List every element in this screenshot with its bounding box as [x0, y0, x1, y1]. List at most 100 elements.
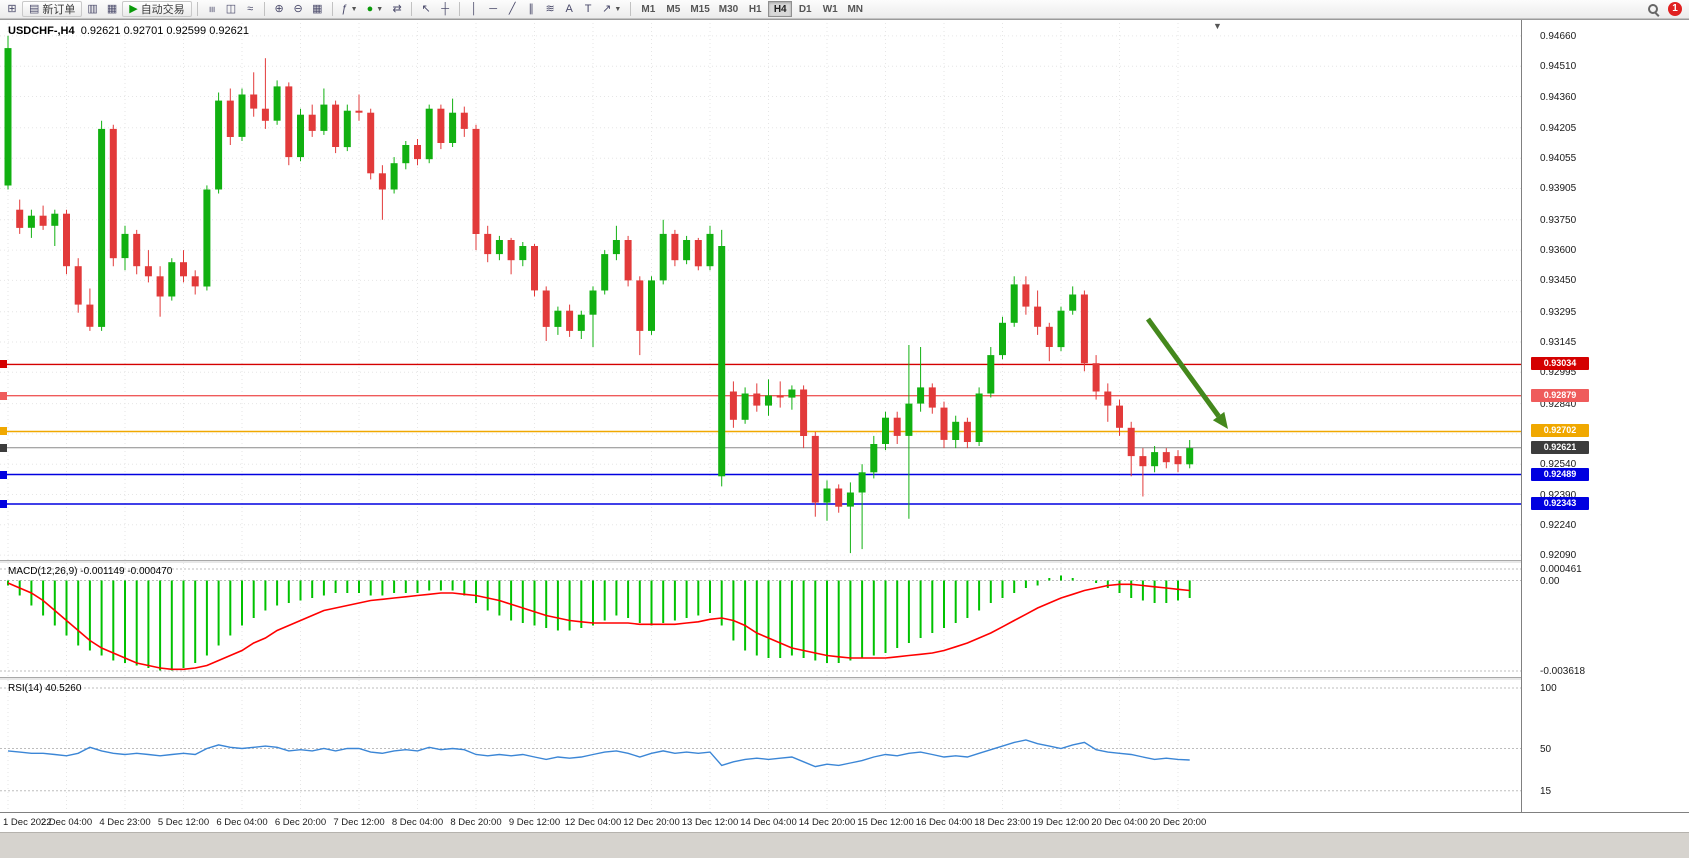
indicators-button[interactable]: ƒ ▼ — [338, 1, 362, 17]
zoom-in-button[interactable]: ⊕ — [270, 1, 288, 17]
zoom-out-icon: ⊖ — [293, 2, 303, 15]
timeframe-h1-button[interactable]: H1 — [743, 1, 767, 17]
price-axis-label: 0.94055 — [1540, 153, 1577, 165]
chart-title: USDCHF-,H4 0.92621 0.92701 0.92599 0.926… — [8, 25, 249, 37]
zoom-out-button[interactable]: ⊖ — [289, 1, 307, 17]
fibonacci-icon: ≋ — [545, 2, 555, 15]
chart-window[interactable]: USDCHF-,H4 0.92621 0.92701 0.92599 0.926… — [0, 19, 1689, 858]
chart-shift-marker[interactable]: ▼ — [1213, 21, 1222, 31]
notification-badge[interactable]: 1 — [1668, 2, 1682, 16]
rsi-name: RSI(14) — [8, 683, 43, 694]
timeframe-m30-button[interactable]: M30 — [715, 1, 742, 17]
price-axis-label: 0.93750 — [1540, 214, 1577, 226]
price-axis-label: 0.94660 — [1540, 30, 1577, 42]
window-bottom-strip — [0, 832, 1689, 858]
new-chart-button[interactable]: ⊞ — [3, 1, 21, 17]
bid-price-left-marker — [0, 443, 7, 452]
price-axis-label: 0.93905 — [1540, 183, 1577, 195]
line-chart-icon: ≈ — [247, 2, 254, 15]
charts-button[interactable]: ▦ — [103, 1, 121, 17]
ohlc-values: 0.92621 0.92701 0.92599 0.92621 — [80, 25, 249, 37]
support-2-left-marker — [0, 500, 7, 508]
indicators-icon: ƒ — [341, 2, 348, 15]
rsi-axis-label: 100 — [1540, 683, 1557, 694]
support-2-price-tag: 0.92343 — [1531, 497, 1589, 510]
crosshair-icon: ┼ — [441, 2, 450, 15]
resistance-2-left-marker — [0, 391, 7, 400]
rsi-axis-label: 50 — [1540, 743, 1552, 755]
price-axis-label: 0.92995 — [1540, 367, 1577, 379]
horizontal-line-button[interactable]: ─ — [484, 1, 502, 17]
tile-windows-button[interactable]: ▦ — [308, 1, 326, 17]
line-type-button[interactable]: ≈ — [241, 1, 259, 17]
candles-type-button[interactable]: ◫ — [222, 1, 240, 17]
auto-trading-button[interactable]: ▶ 自动交易 — [122, 1, 192, 17]
time-axis-label: 15 Dec 12:00 — [857, 817, 914, 828]
horizontal-line-icon: ─ — [489, 2, 498, 15]
macd-indicator-label: MACD(12,26,9) -0.001149 -0.000470 — [8, 566, 172, 577]
time-axis[interactable]: 1 Dec 2022 2 Dec 04:00 4 Dec 23:00 5 Dec 12… — [0, 812, 1689, 832]
text-label-icon: T — [584, 2, 592, 15]
timeframe-w1-button[interactable]: W1 — [818, 1, 842, 17]
play-icon: ▶ — [129, 2, 138, 15]
pivot-line-price-tag: 0.92702 — [1531, 424, 1589, 438]
crosshair-button[interactable]: ┼ — [436, 1, 454, 17]
price-axis-label: 0.94360 — [1540, 91, 1577, 103]
price-axis-label: 0.92540 — [1540, 459, 1577, 471]
rsi-value: 40.5260 — [45, 683, 82, 694]
zoom-in-icon: ⊕ — [274, 2, 284, 15]
timeframe-h4-button[interactable]: H4 — [768, 1, 793, 17]
trendline-button[interactable]: ╱ — [503, 1, 521, 17]
chart-shift-icon: ⇄ — [392, 2, 402, 15]
timeframe-d1-button[interactable]: D1 — [793, 1, 817, 17]
time-axis-label: 1 Dec 2022 — [3, 817, 52, 828]
timeframe-m15-button[interactable]: M15 — [686, 1, 713, 17]
price-axis-label: 0.93600 — [1540, 245, 1577, 257]
price-axis-label: 0.92840 — [1540, 398, 1577, 410]
search-button[interactable] — [1643, 1, 1663, 17]
time-axis-label: 2 Dec 04:00 — [40, 817, 93, 828]
bars-type-button[interactable]: ≡ — [203, 1, 221, 17]
toolbar-separator — [331, 2, 333, 16]
time-axis-label: 14 Dec 20:00 — [798, 817, 856, 828]
shapes-button[interactable]: ↗ ▼ — [598, 1, 625, 17]
price-axis-label: 0.94510 — [1540, 61, 1577, 73]
time-axis-label: 7 Dec 12:00 — [333, 817, 385, 828]
time-axis-label: 20 Dec 20:00 — [1149, 817, 1207, 828]
time-axis-label: 9 Dec 12:00 — [508, 817, 561, 828]
rsi-panel[interactable] — [0, 680, 1521, 811]
macd-name: MACD(12,26,9) — [8, 566, 78, 577]
panel-separator[interactable] — [0, 677, 1689, 680]
candlestick-panel[interactable] — [0, 23, 1521, 560]
price-axis-label: 0.92390 — [1540, 489, 1577, 501]
new-chart-icon: ⊞ — [7, 2, 17, 15]
vertical-line-button[interactable]: │ — [465, 1, 483, 17]
text-tool-button[interactable]: A — [560, 1, 578, 17]
panel-separator[interactable] — [0, 560, 1689, 563]
symbol-period-label: USDCHF-,H4 — [8, 25, 75, 37]
macd-axis-label: 0.00 — [1540, 575, 1560, 587]
fibonacci-button[interactable]: ≋ — [541, 1, 559, 17]
new-order-label: 新订单 — [42, 4, 76, 16]
timeframe-m1-button[interactable]: M1 — [636, 1, 660, 17]
timeframe-m5-button[interactable]: M5 — [661, 1, 685, 17]
time-axis-label: 8 Dec 20:00 — [450, 817, 502, 828]
dropdown-arrow-icon: ▼ — [614, 5, 622, 13]
profiles-button[interactable]: ▥ — [83, 1, 101, 17]
new-order-icon: ▤ — [29, 2, 40, 15]
toolbar: ⊞ ▤ 新订单 ▥ ▦ ▶ 自动交易 ≡ ◫ ≈ ⊕ ⊖ ▦ ƒ ▼ ● ▼ ⇄ ↖ ┼… — [0, 0, 1689, 19]
time-axis-label: 6 Dec 20:00 — [274, 817, 327, 828]
text-icon: A — [565, 2, 573, 15]
macd-panel[interactable] — [0, 563, 1521, 677]
timeframe-mn-button[interactable]: MN — [843, 1, 867, 17]
chart-shift-button[interactable]: ⇄ — [388, 1, 406, 17]
new-order-button[interactable]: ▤ 新订单 — [22, 1, 83, 17]
cursor-button[interactable]: ↖ — [417, 1, 435, 17]
channel-button[interactable]: ∥ — [522, 1, 540, 17]
label-tool-button[interactable]: T — [579, 1, 597, 17]
arrow-tool-icon: ↗ — [602, 2, 612, 15]
resistance-1-left-marker — [0, 360, 7, 369]
resistance-1-price-tag: 0.93034 — [1531, 357, 1589, 371]
periods-button[interactable]: ● ▼ — [363, 1, 388, 17]
price-axis[interactable]: 0.94660 0.94510 0.94360 0.94205 0.94055 0.939… — [1521, 20, 1689, 812]
